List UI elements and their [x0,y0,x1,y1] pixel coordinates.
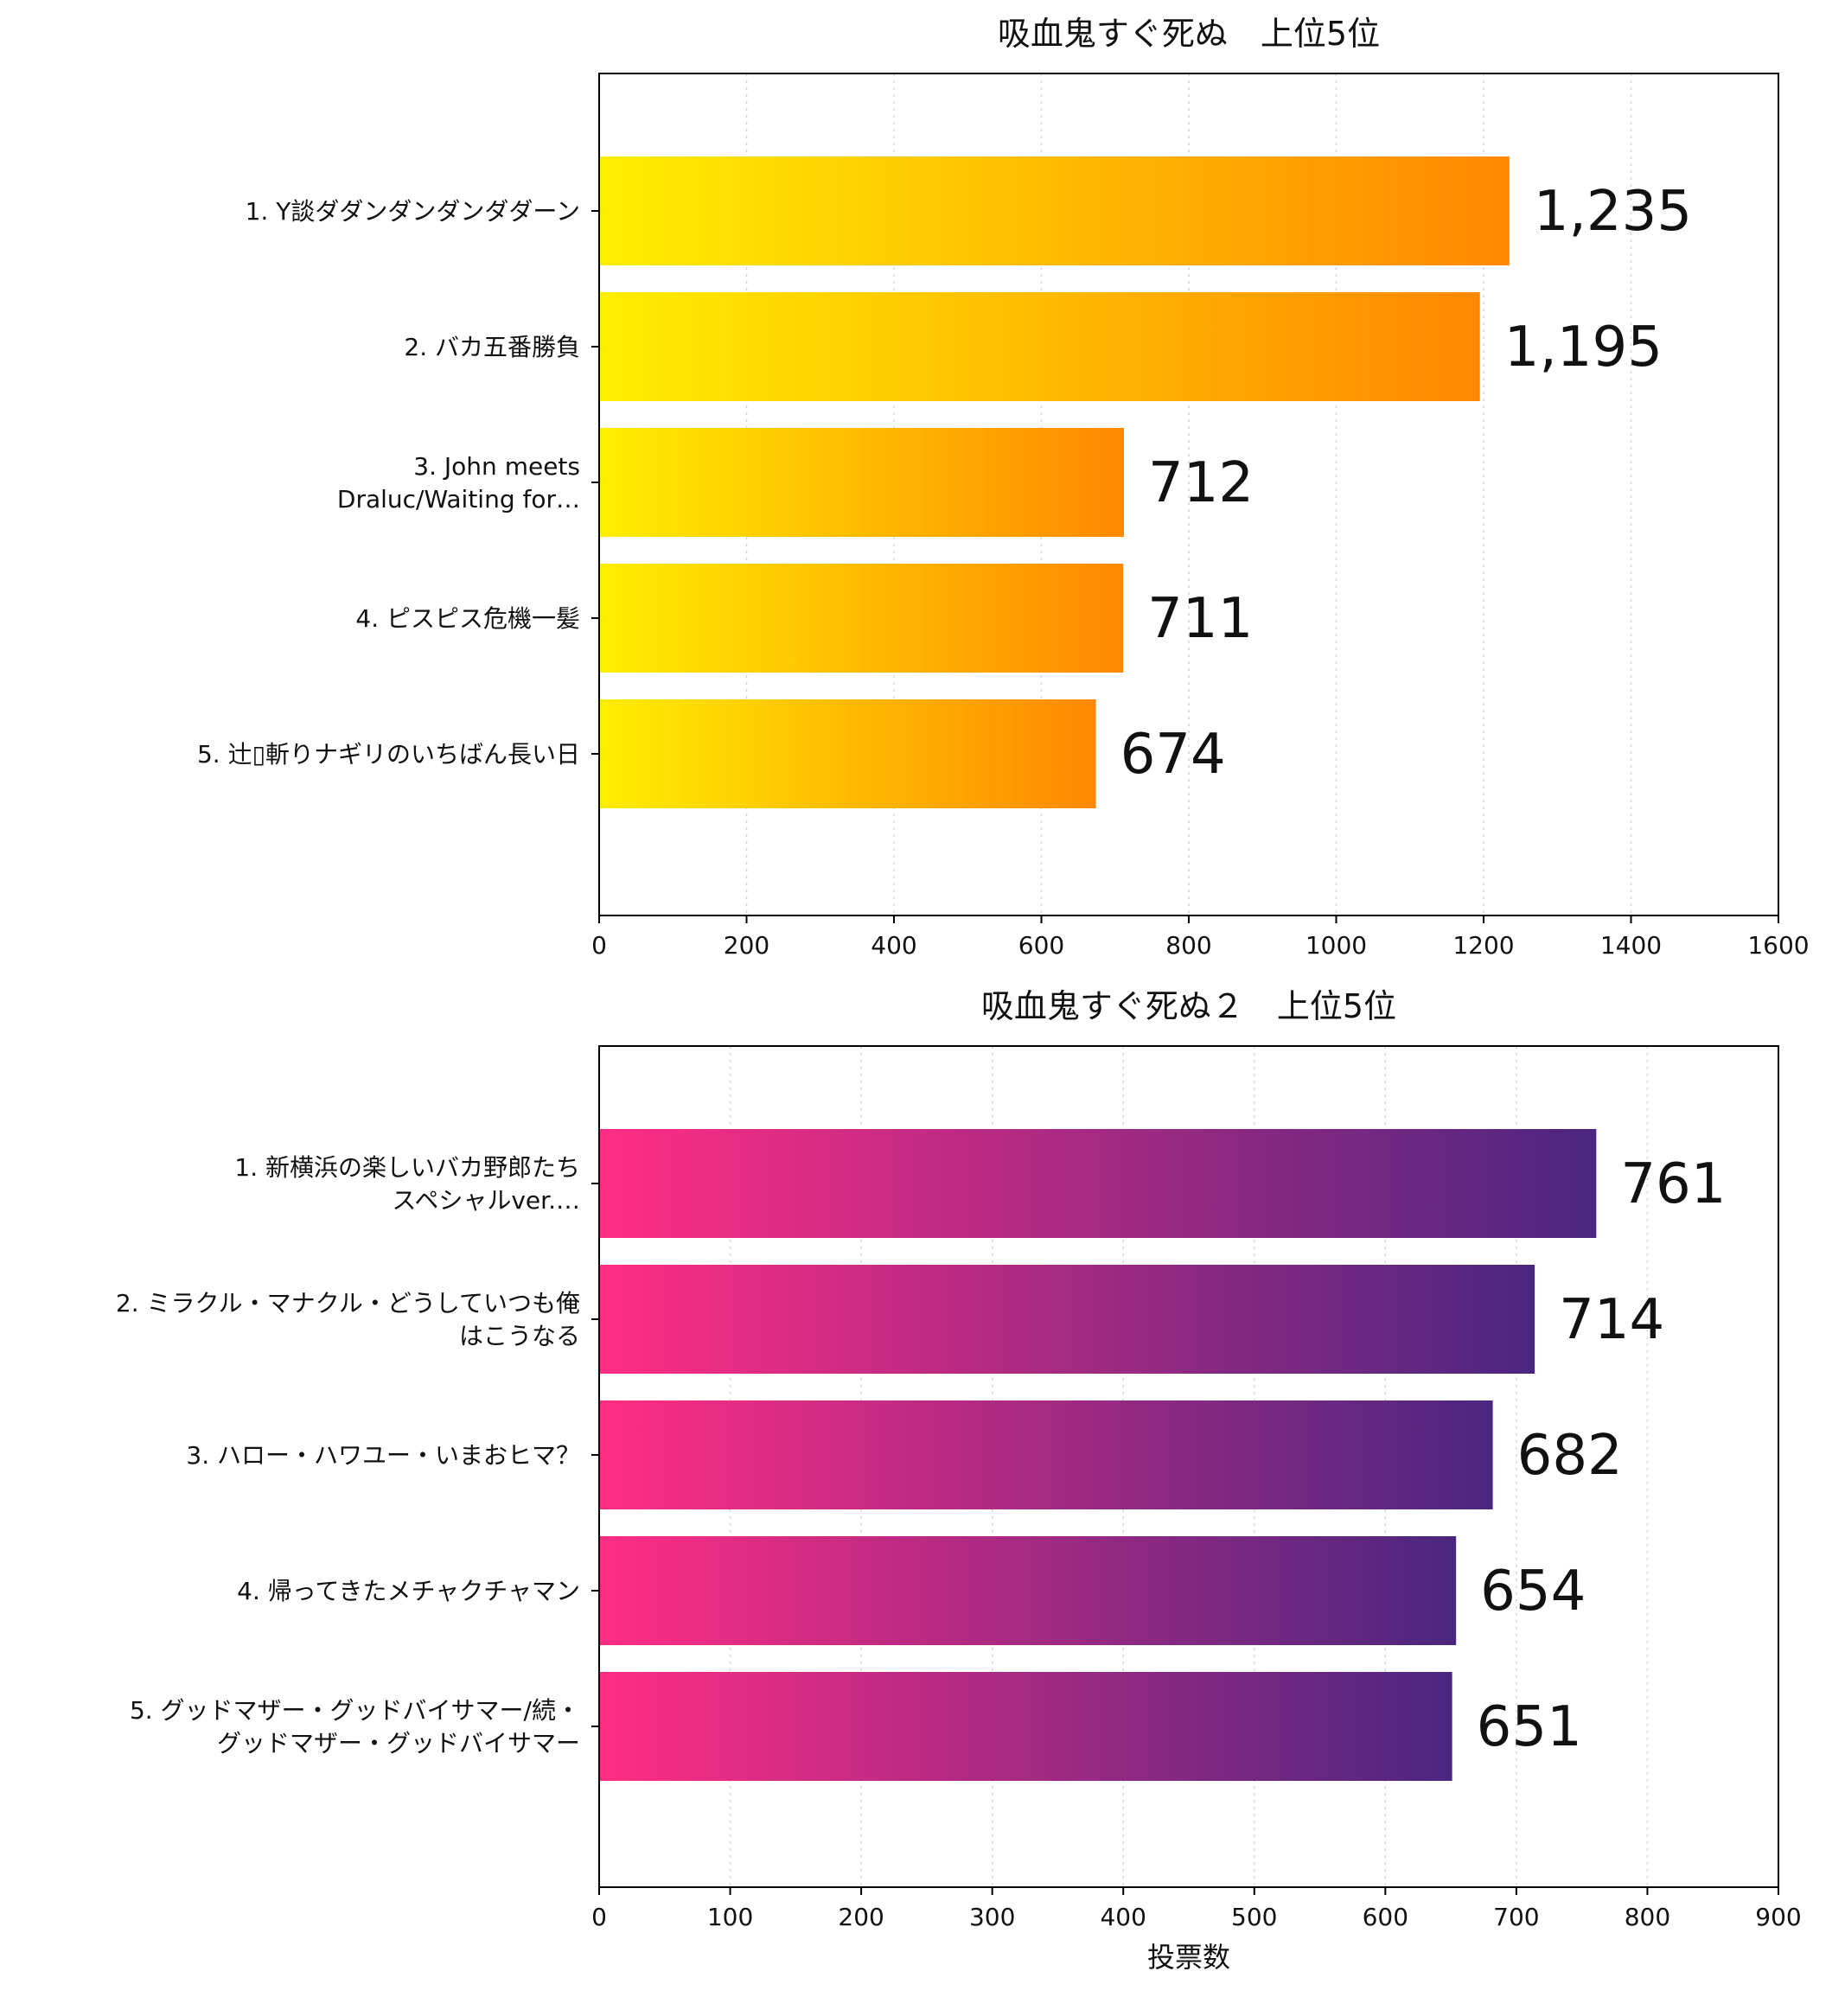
bar [599,1265,1535,1374]
category-label: はこうなる [459,1322,580,1350]
category-label: 2. バカ五番勝負 [404,333,580,361]
bar-value-label: 712 [1148,451,1254,515]
x-tick-label: 600 [1018,931,1064,960]
x-tick-label: 800 [1625,1903,1670,1931]
category-label: 3. John meets [413,452,580,481]
category-label: 5. グッドマザー・グッドバイサマー/続・ [130,1696,580,1725]
category-label: 4. 帰ってきたメチャクチャマン [237,1577,580,1605]
bar [599,428,1124,537]
x-tick-label: 600 [1363,1903,1408,1931]
x-tick-label: 800 [1165,931,1211,960]
chart-title: 吸血鬼すぐ死ぬ 上位5位 [998,15,1380,53]
x-tick-label: 400 [1100,1903,1146,1931]
x-tick-label: 1200 [1452,931,1514,960]
x-tick-label: 700 [1493,1903,1539,1931]
category-label: 2. ミラクル・マナクル・どうしていつも俺 [116,1289,580,1317]
bar-value-label: 654 [1480,1560,1586,1624]
x-tick-label: 100 [707,1903,753,1931]
bar [599,699,1096,808]
x-axis-label: 投票数 [1147,1941,1230,1974]
category-label: スペシャルver.… [392,1186,580,1215]
bar-value-label: 1,235 [1534,180,1692,244]
axes-frame [598,1045,1779,1888]
x-tick-label: 1000 [1306,931,1367,960]
category-label: グッドマザー・グッドバイサマー [217,1729,580,1758]
bar [599,564,1124,673]
chart-panel-1: 吸血鬼すぐ死ぬ 上位5位 0 200 400 600 800 1000 1200 1400 160… [197,15,1810,960]
category-label: 5. 辻▯斬りナギリのいちばん長い日 [197,740,580,769]
x-tick-label: 0 [591,931,607,960]
x-tick-label: 1600 [1747,931,1809,960]
bar [599,1400,1493,1509]
category-label: 4. ピスピス危機一髪 [355,604,580,633]
bar [599,1672,1452,1781]
category-label: Draluc/Waiting for… [337,485,580,514]
x-tick-label: 300 [969,1903,1015,1931]
bar-value-label: 682 [1517,1424,1623,1488]
bar-value-label: 761 [1620,1152,1726,1216]
category-label: 3. ハロー・ハワユー・いまおヒマ？ [186,1441,580,1470]
x-tick-label: 900 [1755,1903,1801,1931]
bar-value-label: 674 [1120,723,1226,787]
bar [599,156,1510,265]
bar [599,1129,1597,1238]
axes-frame [598,73,1779,916]
bar-value-label: 651 [1477,1695,1582,1759]
bar [599,1536,1457,1645]
x-tick-label: 400 [871,931,916,960]
bar-value-label: 1,195 [1504,316,1663,380]
bar-value-label: 711 [1147,587,1253,651]
x-tick-label: 200 [838,1903,884,1931]
x-tick-label: 200 [724,931,769,960]
x-tick-label: 1400 [1600,931,1662,960]
x-tick-label: 0 [591,1903,607,1931]
chart-panel-2: 吸血鬼すぐ死ぬ２ 上位5位 0 100 200 300 400 500 600 700 800 90… [116,987,1802,1974]
chart-title: 吸血鬼すぐ死ぬ２ 上位5位 [981,987,1396,1025]
category-label: 1. Y談ダダンダンダンダダーン [246,197,580,226]
x-tick-label: 500 [1231,1903,1277,1931]
bar-value-label: 714 [1559,1288,1664,1352]
bar [599,292,1480,401]
category-label: 1. 新横浜の楽しいバカ野郎たち [234,1153,580,1182]
